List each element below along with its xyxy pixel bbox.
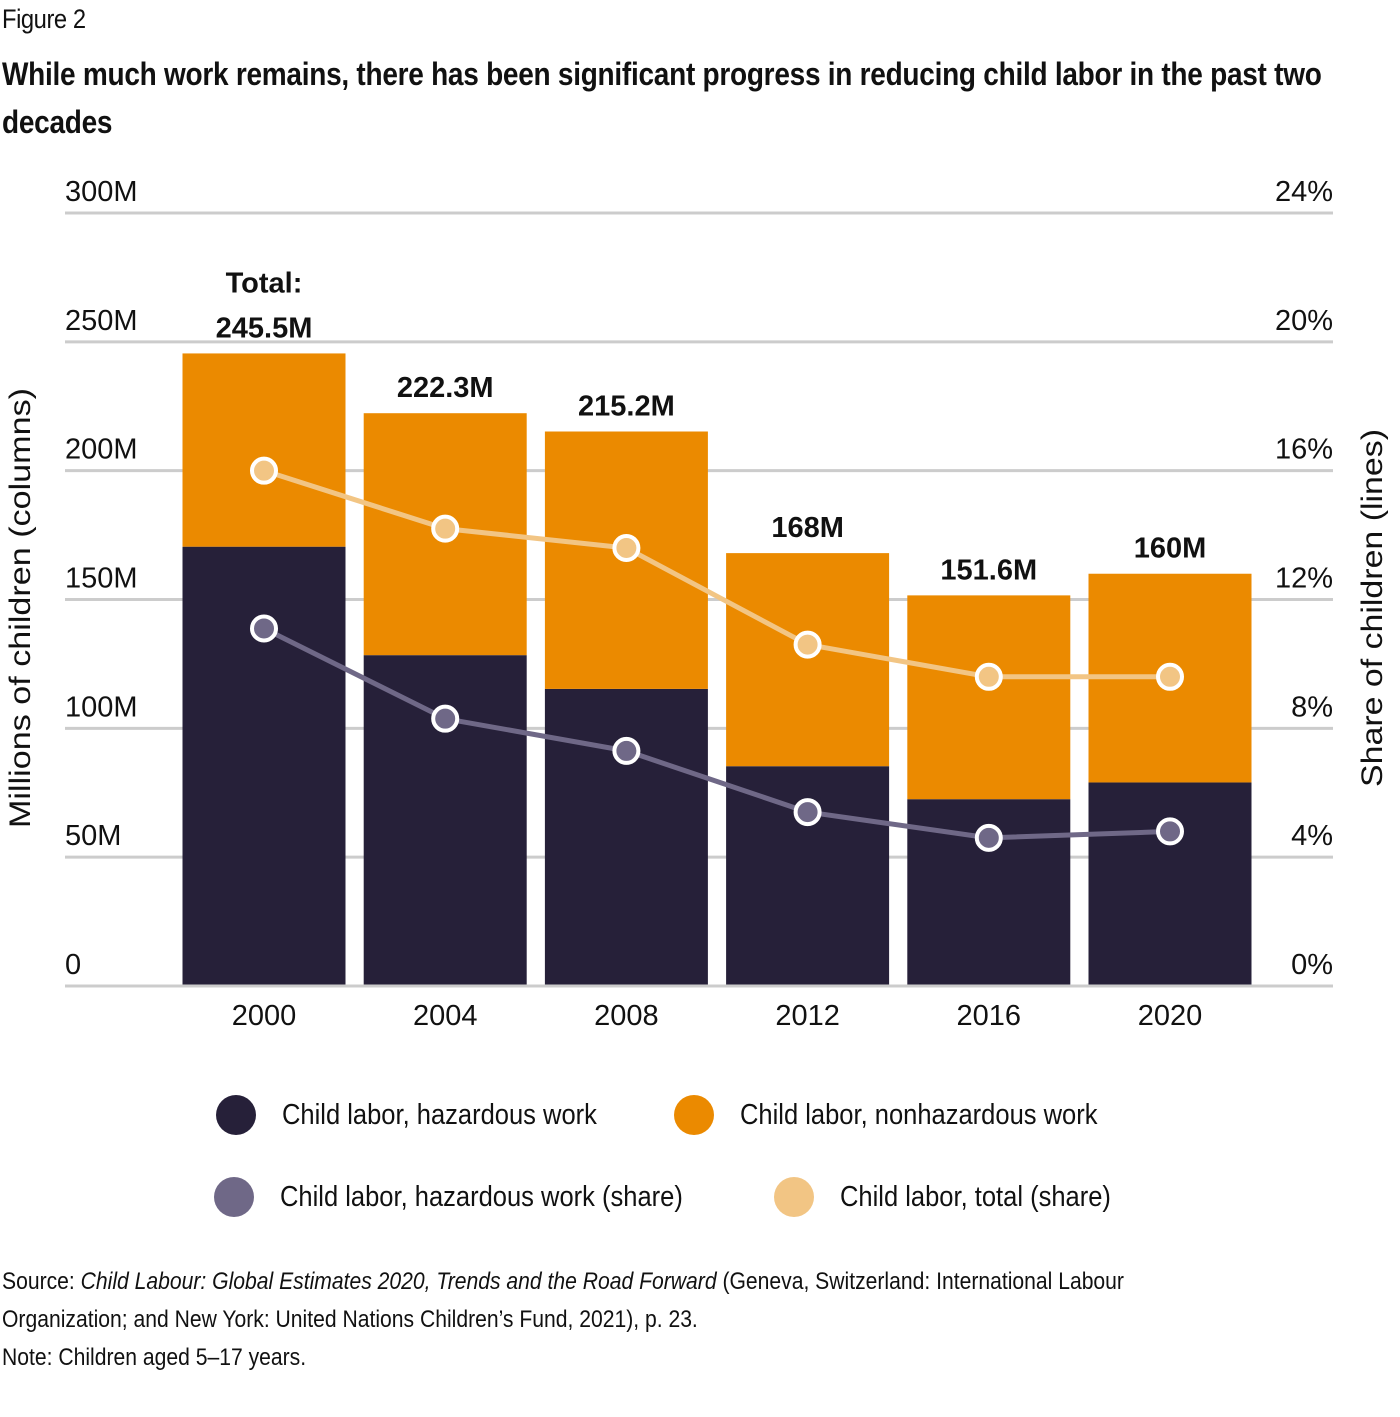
total-label: 245.5M [216,312,313,344]
total-label: 222.3M [397,372,494,404]
legend-swatch-hazardous-icon [216,1095,256,1135]
line-total-share-point [1156,662,1184,691]
bar-hazardous [182,546,346,986]
x-tick-label: 2008 [594,1000,659,1032]
x-tick-label: 2016 [957,1000,1022,1032]
line-total-share-point [431,514,460,543]
line-hazardous-share-point [793,798,822,827]
y-tick-label-left: 100M [65,691,138,723]
x-tick-label: 2012 [775,1000,840,1032]
total-label: 151.6M [940,554,1037,586]
y-tick-label-right: 0% [1291,949,1333,981]
footer: Source: Child Labour: Global Estimates 2… [2,1263,1392,1377]
total-labels: 245.5M Total: 222.3M 215.2M 168M 151.6M 160M [216,267,1207,586]
y-tick-label-right: 12% [1275,563,1333,595]
chart-title: While much work remains, there has been … [2,56,1322,140]
source-line-1: Source: Child Labour: Global Estimates 2… [2,1263,1392,1301]
bar-nonhazardous [907,595,1071,800]
legend-item-total-share: Child labor, total (share) [774,1177,1148,1217]
y-tick-label-left: 50M [65,820,121,852]
chart: 0 50M 100M 150M 200M 250M 300M 0% 4% 8% 12% 16% 20%… [4,176,1389,1032]
y-tick-label-right: 20% [1275,305,1333,337]
lines [250,456,1184,852]
y-axis-left-label: Millions of children (columns) [4,388,37,828]
total-label: 160M [1134,533,1207,565]
line-hazardous-share-point [612,736,641,765]
x-tick-label: 2004 [413,1000,478,1032]
y-tick-label-left: 0 [65,949,81,981]
total-prefix-label: Total: [226,267,303,299]
legend-item-hazardous-share: Child labor, hazardous work (share) [214,1177,738,1217]
y-tick-label-right: 24% [1275,176,1333,208]
y-tick-label-left: 300M [65,176,138,208]
bar-nonhazardous [726,553,890,767]
y-axis-left-ticks: 0 50M 100M 150M 200M 250M 300M [65,176,138,981]
legend-swatch-hazardous-share-icon [214,1177,254,1217]
total-label: 215.2M [578,391,675,423]
figure-label: Figure 2 [2,4,86,34]
bar-hazardous [1088,782,1252,986]
legend-item-nonhazardous: Child labor, nonhazardous work [674,1095,1146,1135]
line-hazardous-share-point [250,614,278,643]
line-hazardous-share-point [431,704,460,733]
line-hazardous-share-point [974,823,1003,852]
bars [65,353,1333,988]
line-total-share-point [612,533,641,562]
y-tick-label-right: 16% [1275,434,1333,466]
y-tick-label-right: 8% [1291,691,1333,723]
source-prefix: Source: [2,1268,81,1295]
source-line-2: Organization; and New York: United Natio… [2,1306,698,1333]
line-hazardous-share [262,626,1171,841]
y-tick-label-left: 250M [65,305,138,337]
legend-label: Child labor, nonhazardous work [740,1098,1098,1131]
total-label: 168M [771,512,844,544]
bar-nonhazardous [182,353,346,547]
line-total-share-point [250,456,278,485]
source-rest: (Geneva, Switzerland: International Labo… [716,1268,1124,1295]
x-tick-label: 2020 [1138,1000,1203,1032]
bar-hazardous [544,688,708,986]
legend-swatch-total-share-icon [774,1177,814,1217]
line-hazardous-share-point [1156,817,1184,846]
y-tick-label-left: 200M [65,434,138,466]
legend-swatch-nonhazardous-icon [674,1095,714,1135]
legend-item-hazardous: Child labor, hazardous work [216,1095,640,1135]
y-axis-right-ticks: 0% 4% 8% 12% 16% 20% 24% [1275,176,1333,981]
legend-label: Child labor, total (share) [840,1180,1111,1213]
legend-label: Child labor, hazardous work [282,1098,597,1131]
y-tick-label-left: 150M [65,563,138,595]
source-title: Child Labour: Global Estimates 2020, Tre… [80,1268,717,1295]
x-axis-ticks: 2000 2004 2008 2012 2016 2020 [232,1000,1203,1032]
line-total-share [263,468,1170,680]
y-tick-label-right: 4% [1291,820,1333,852]
legend-label: Child labor, hazardous work (share) [280,1180,683,1213]
line-total-share-point [793,630,822,659]
y-axis-right-label: Share of children (lines) [1356,429,1389,787]
note: Note: Children aged 5–17 years. [2,1344,307,1371]
x-tick-label: 2000 [232,1000,297,1032]
line-total-share-point [974,662,1003,691]
